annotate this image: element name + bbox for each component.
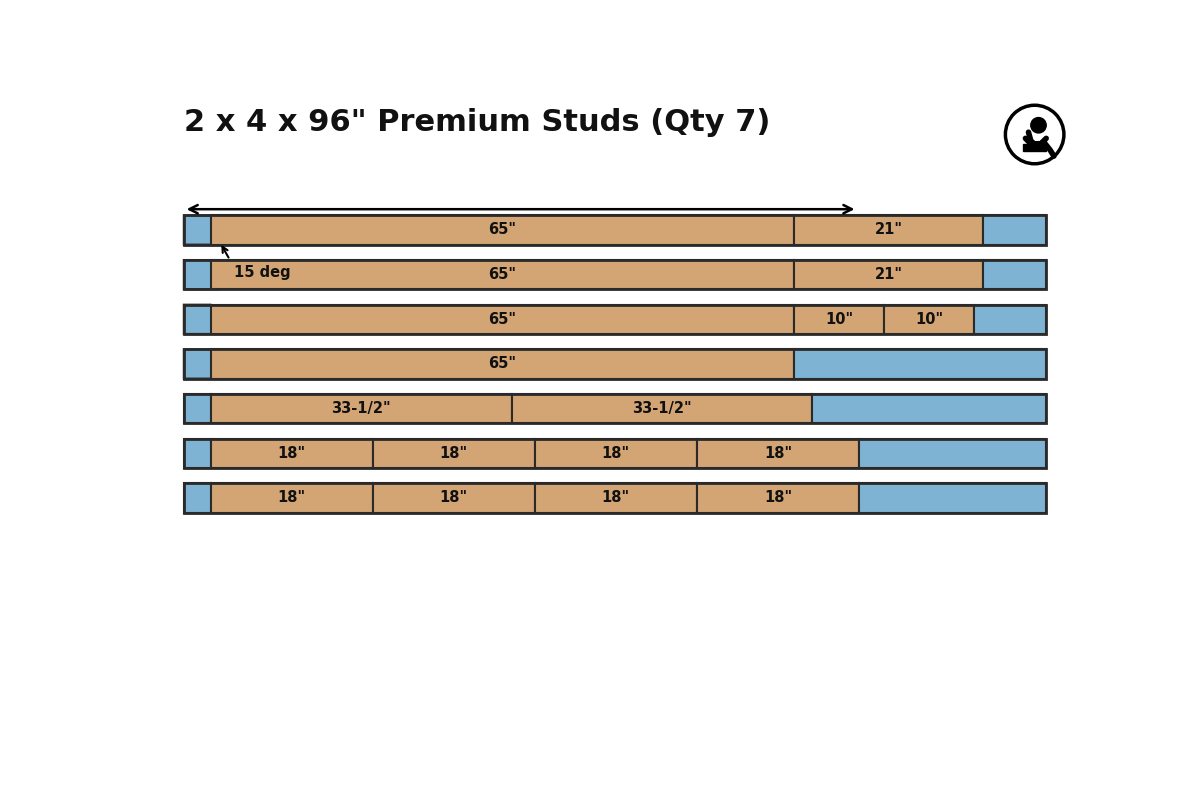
Text: 33-1/2": 33-1/2" <box>331 401 391 416</box>
Bar <box>184 394 210 423</box>
Bar <box>373 483 535 513</box>
Bar <box>697 483 859 513</box>
Text: 10": 10" <box>826 312 853 326</box>
Polygon shape <box>184 260 218 290</box>
Bar <box>373 438 535 468</box>
Text: 18": 18" <box>277 490 306 506</box>
Bar <box>184 438 210 468</box>
Text: 18": 18" <box>277 446 306 461</box>
Bar <box>1024 144 1046 151</box>
Text: 18": 18" <box>601 446 630 461</box>
Text: 65": 65" <box>488 357 516 371</box>
Text: 65": 65" <box>488 222 516 238</box>
Bar <box>794 215 983 245</box>
Text: 65": 65" <box>488 267 516 282</box>
Bar <box>184 215 1046 245</box>
Bar <box>859 483 1046 513</box>
Text: 21": 21" <box>875 267 902 282</box>
Bar <box>184 350 1046 378</box>
Bar <box>859 438 1046 468</box>
Polygon shape <box>184 350 218 378</box>
Bar <box>184 305 1046 334</box>
Circle shape <box>1006 106 1064 164</box>
Bar <box>697 438 859 468</box>
Bar <box>535 483 697 513</box>
Bar <box>184 483 1046 513</box>
Polygon shape <box>184 305 218 334</box>
Bar <box>210 260 794 290</box>
Circle shape <box>1031 118 1046 133</box>
Text: 18": 18" <box>439 446 468 461</box>
Text: 33-1/2": 33-1/2" <box>632 401 692 416</box>
Text: 18": 18" <box>764 490 792 506</box>
Bar <box>812 394 1046 423</box>
Text: 10": 10" <box>914 312 943 326</box>
Bar <box>973 305 1046 334</box>
Text: 18": 18" <box>764 446 792 461</box>
Bar <box>210 438 373 468</box>
Text: 18": 18" <box>439 490 468 506</box>
Bar <box>210 350 794 378</box>
Bar <box>184 394 1046 423</box>
Polygon shape <box>184 215 218 245</box>
Bar <box>983 260 1046 290</box>
Bar <box>184 438 1046 468</box>
Bar <box>535 438 697 468</box>
Bar <box>884 305 973 334</box>
Text: 21": 21" <box>875 222 902 238</box>
Bar <box>210 394 511 423</box>
Bar <box>794 260 983 290</box>
Bar <box>184 260 1046 290</box>
Bar <box>210 483 373 513</box>
Text: 65": 65" <box>488 312 516 326</box>
Text: 2 x 4 x 96" Premium Studs (Qty 7): 2 x 4 x 96" Premium Studs (Qty 7) <box>184 107 770 137</box>
Bar <box>794 350 1046 378</box>
Bar <box>210 215 794 245</box>
Text: 15 deg: 15 deg <box>234 266 290 280</box>
Bar <box>184 483 210 513</box>
Text: 18": 18" <box>601 490 630 506</box>
Bar <box>210 305 794 334</box>
Bar <box>511 394 812 423</box>
Bar <box>794 305 884 334</box>
Bar <box>983 215 1046 245</box>
